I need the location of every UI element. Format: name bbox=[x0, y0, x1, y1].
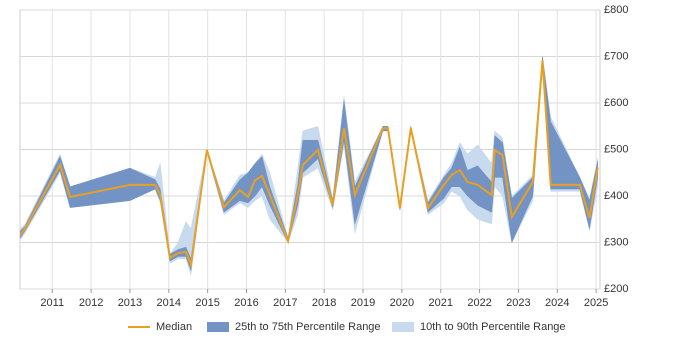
x-tick-label: 2021 bbox=[428, 297, 452, 309]
legend-label: Median bbox=[156, 321, 192, 333]
legend-label: 10th to 90th Percentile Range bbox=[420, 321, 566, 333]
x-tick-label: 2014 bbox=[157, 297, 181, 309]
x-tick-label: 2019 bbox=[351, 297, 375, 309]
x-tick-label: 2023 bbox=[506, 297, 530, 309]
legend-label: 25th to 75th Percentile Range bbox=[235, 321, 381, 333]
median-line bbox=[19, 60, 599, 269]
x-tick-label: 2016 bbox=[234, 297, 258, 309]
y-tick-label: £200 bbox=[604, 283, 628, 295]
y-tick-label: £700 bbox=[604, 50, 628, 62]
x-tick-label: 2018 bbox=[312, 297, 336, 309]
x-tick-label: 2011 bbox=[40, 297, 64, 309]
x-tick-label: 2020 bbox=[390, 297, 414, 309]
y-tick-label: £400 bbox=[604, 190, 628, 202]
x-tick-label: 2017 bbox=[273, 297, 297, 309]
y-tick-label: £300 bbox=[604, 236, 628, 248]
legend-swatch bbox=[392, 322, 414, 332]
y-tick-label: £600 bbox=[604, 97, 628, 109]
x-tick-label: 2025 bbox=[584, 297, 608, 309]
y-tick-label: £500 bbox=[604, 143, 628, 155]
y-tick-label: £800 bbox=[604, 4, 628, 16]
x-tick-label: 2015 bbox=[195, 297, 219, 309]
x-tick-label: 2024 bbox=[545, 297, 569, 309]
percentile-band bbox=[20, 56, 598, 271]
x-tick-label: 2013 bbox=[118, 297, 142, 309]
x-tick-label: 2022 bbox=[467, 297, 491, 309]
x-tick-label: 2012 bbox=[79, 297, 103, 309]
legend-swatch bbox=[207, 322, 229, 332]
